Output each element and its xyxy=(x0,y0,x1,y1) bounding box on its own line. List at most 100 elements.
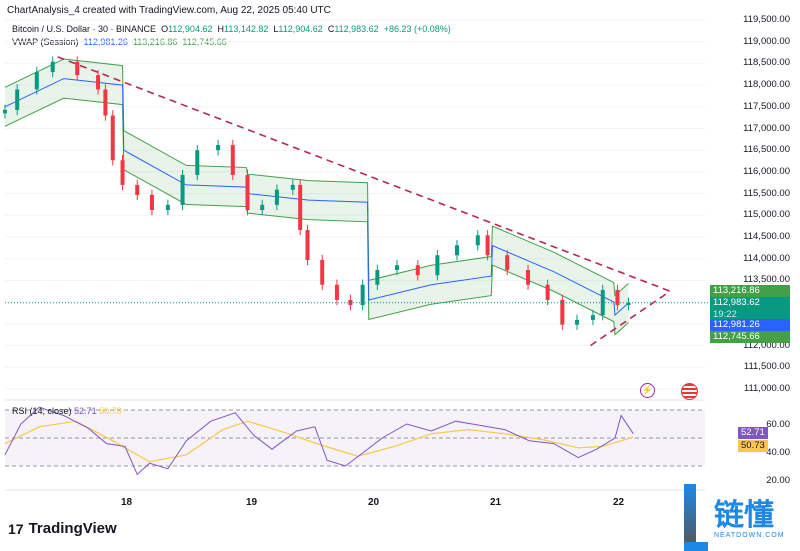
chart-credit: ChartAnalysis_4 created with TradingView… xyxy=(7,5,331,16)
rsi-line xyxy=(4,406,634,476)
price-axis-label: 114,500.00 xyxy=(743,231,790,242)
vwap-band-fill xyxy=(4,59,629,335)
price-axis-label: 113,500.00 xyxy=(743,274,790,286)
candle xyxy=(394,265,399,270)
candle xyxy=(230,144,235,175)
vwap-upper-tag: 113,216.86 xyxy=(710,285,790,297)
candle xyxy=(165,204,170,211)
rsi-ma-value: 50.73 xyxy=(99,406,122,416)
high-value: 113,142.82 xyxy=(223,24,269,34)
open-value: 112,904.62 xyxy=(168,24,213,34)
candle xyxy=(260,204,265,211)
us-flag-event-icon[interactable] xyxy=(681,383,698,400)
vwap-line xyxy=(4,78,629,317)
candle xyxy=(110,115,115,161)
candle xyxy=(626,302,631,306)
price-axis-label: 116,500.00 xyxy=(743,144,790,156)
candle xyxy=(575,319,580,325)
trendline xyxy=(57,56,671,292)
price-axis-label: 119,500.00 xyxy=(743,14,790,25)
candle xyxy=(320,260,325,285)
candle xyxy=(245,174,250,211)
rsi-label[interactable]: RSI (14, close) xyxy=(12,406,72,416)
time-axis-label: 22 xyxy=(613,497,625,508)
rsi-ma-tag: 50.73 xyxy=(738,440,768,452)
candle xyxy=(50,61,55,73)
candle xyxy=(149,194,154,211)
candle xyxy=(216,144,221,151)
bar-countdown: 19:22 xyxy=(713,309,737,320)
candle xyxy=(305,230,310,261)
candle xyxy=(2,109,7,114)
candle xyxy=(505,255,510,270)
close-value: 112,983.62 xyxy=(334,24,379,34)
change-value: +86.23 (+0.08%) xyxy=(383,24,451,34)
low-value: 112,904.62 xyxy=(278,24,323,34)
tradingview-logo[interactable]: 17 TradingView xyxy=(8,520,117,537)
rsi-tag: 52.71 xyxy=(738,427,768,439)
watermark-text: 链懂 xyxy=(714,499,774,532)
price-axis-label: 111,500.00 xyxy=(743,361,790,373)
candle xyxy=(75,61,80,76)
close-label: C xyxy=(327,24,335,34)
price-axis-label: 112,000.00 xyxy=(743,339,790,351)
time-axis-label: 19 xyxy=(246,497,258,508)
low-label: L xyxy=(273,24,279,34)
rsi-value: 52.71 xyxy=(74,406,97,416)
price-axis-label: 116,000.00 xyxy=(743,165,790,177)
time-axis-label: 18 xyxy=(121,497,133,508)
price-axis-label: 111,000.00 xyxy=(743,382,790,394)
candle xyxy=(290,184,295,190)
candle xyxy=(375,269,380,285)
symbol-name[interactable]: Bitcoin / U.S. Dollar · 30 · BINANCE xyxy=(12,24,157,34)
candle xyxy=(454,245,459,256)
price-axis-label: 115,500.00 xyxy=(743,187,790,199)
candle xyxy=(560,299,565,325)
time-axis-label: 21 xyxy=(490,497,502,508)
candle xyxy=(334,284,339,300)
candle xyxy=(435,255,440,276)
last-price: 112,983.62 xyxy=(713,297,760,308)
vwap-tag: 112,981.26 xyxy=(710,319,790,331)
high-label: H xyxy=(217,24,224,34)
price-axis-label: 117,500.00 xyxy=(743,100,790,112)
price-axis-label: 115,000.00 xyxy=(743,209,790,221)
rsi-axis-label: 20.00 xyxy=(766,475,790,486)
price-axis-label: 118,000.00 xyxy=(743,79,790,91)
time-axis-label: 20 xyxy=(368,497,380,508)
candle xyxy=(15,89,20,110)
candle xyxy=(615,289,620,306)
neatdown-watermark: 链懂 NEATDOWN.COM xyxy=(684,484,800,551)
lightning-event-icon[interactable]: ⚡ xyxy=(640,383,655,398)
candle xyxy=(135,184,140,195)
tradingview-icon: 17 xyxy=(8,520,24,537)
candle xyxy=(34,72,39,90)
open-label: O xyxy=(161,24,169,34)
price-axis-label: 118,500.00 xyxy=(743,57,790,69)
candle xyxy=(274,189,279,205)
trendline xyxy=(590,290,671,347)
price-axis-label: 114,000.00 xyxy=(743,252,790,264)
candle xyxy=(526,269,531,285)
candle xyxy=(120,160,125,185)
rsi-axis-label: 60.00 xyxy=(766,419,790,430)
candle xyxy=(298,184,303,231)
candle xyxy=(103,89,108,116)
vwap-lower-tag: 112,745.66 xyxy=(710,331,790,343)
watermark-sub: NEATDOWN.COM xyxy=(714,532,785,539)
candle xyxy=(195,150,200,175)
price-axis-label: 117,000.00 xyxy=(743,122,790,134)
rsi-legend: RSI (14, close) 52.71 50.73 xyxy=(12,406,122,416)
candle xyxy=(475,235,480,246)
price-axis-label: 119,000.00 xyxy=(743,35,790,47)
rsi-axis-label: 40.00 xyxy=(766,447,790,458)
candle xyxy=(545,284,550,300)
candle xyxy=(96,75,101,90)
brand-name: TradingView xyxy=(28,520,117,537)
candle xyxy=(360,284,365,306)
last-price-tag: 112,983.62 19:22 xyxy=(710,297,790,320)
candle xyxy=(590,315,595,320)
candle xyxy=(485,235,490,256)
candle xyxy=(180,174,185,205)
